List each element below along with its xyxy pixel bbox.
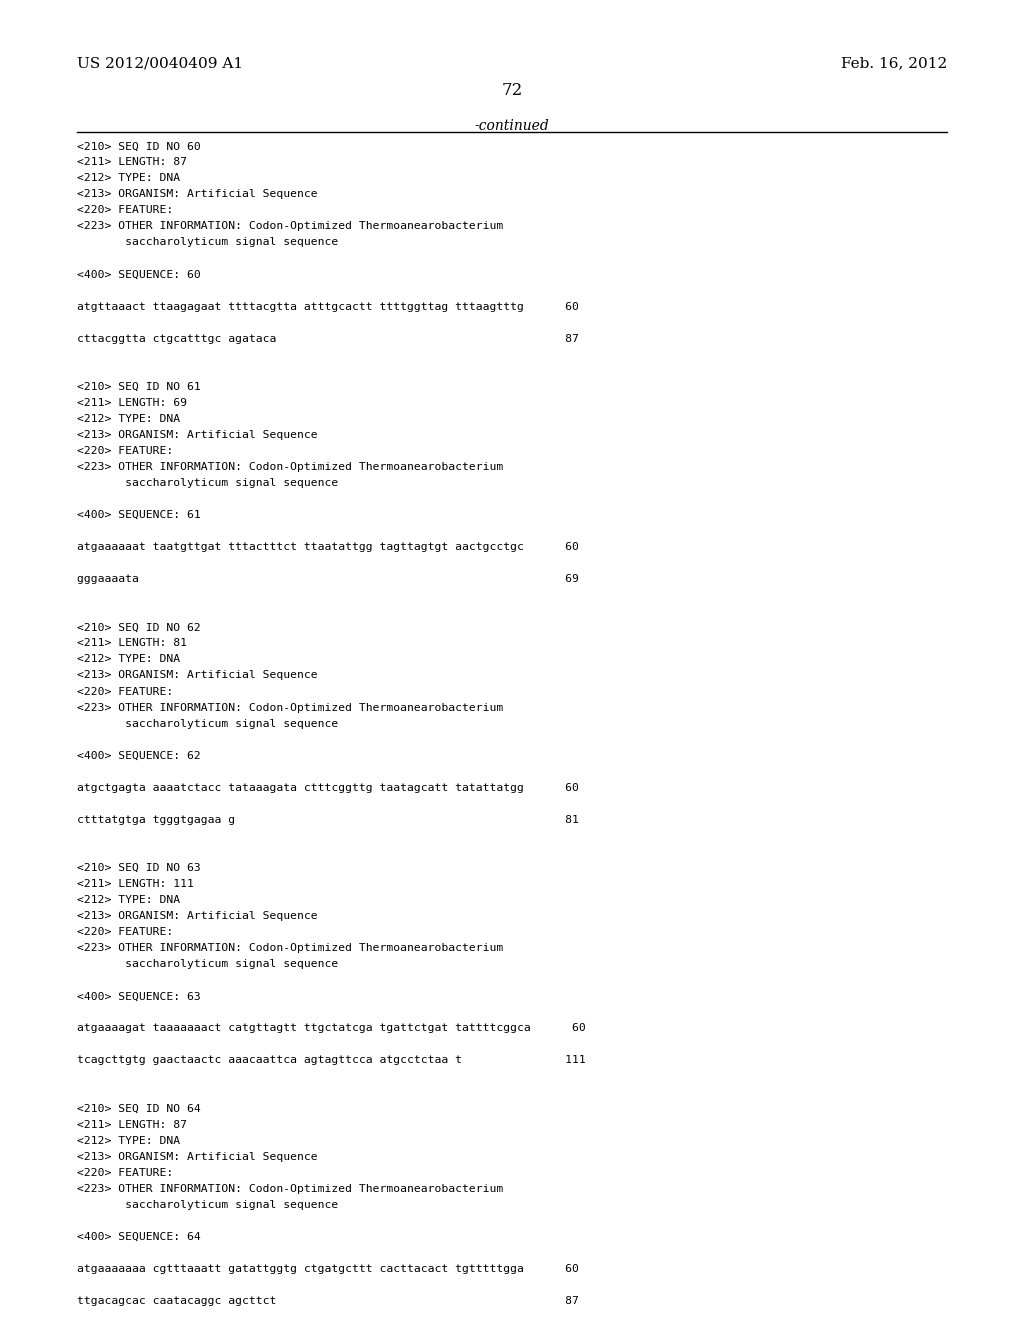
Text: saccharolyticum signal sequence: saccharolyticum signal sequence bbox=[77, 1200, 338, 1209]
Text: <400> SEQUENCE: 63: <400> SEQUENCE: 63 bbox=[77, 991, 201, 1002]
Text: <223> OTHER INFORMATION: Codon-Optimized Thermoanearobacterium: <223> OTHER INFORMATION: Codon-Optimized… bbox=[77, 222, 503, 231]
Text: -continued: -continued bbox=[475, 119, 549, 133]
Text: <213> ORGANISM: Artificial Sequence: <213> ORGANISM: Artificial Sequence bbox=[77, 671, 317, 681]
Text: <213> ORGANISM: Artificial Sequence: <213> ORGANISM: Artificial Sequence bbox=[77, 430, 317, 440]
Text: <211> LENGTH: 87: <211> LENGTH: 87 bbox=[77, 1119, 186, 1130]
Text: atgaaaaaaa cgtttaaatt gatattggtg ctgatgcttt cacttacact tgtttttgga      60: atgaaaaaaa cgtttaaatt gatattggtg ctgatgc… bbox=[77, 1263, 579, 1274]
Text: saccharolyticum signal sequence: saccharolyticum signal sequence bbox=[77, 718, 338, 729]
Text: US 2012/0040409 A1: US 2012/0040409 A1 bbox=[77, 57, 243, 71]
Text: atgttaaact ttaagagaat ttttacgtta atttgcactt ttttggttag tttaagtttg      60: atgttaaact ttaagagaat ttttacgtta atttgca… bbox=[77, 301, 579, 312]
Text: <220> FEATURE:: <220> FEATURE: bbox=[77, 1168, 173, 1177]
Text: <220> FEATURE:: <220> FEATURE: bbox=[77, 446, 173, 455]
Text: <220> FEATURE:: <220> FEATURE: bbox=[77, 686, 173, 697]
Text: <213> ORGANISM: Artificial Sequence: <213> ORGANISM: Artificial Sequence bbox=[77, 1151, 317, 1162]
Text: <400> SEQUENCE: 61: <400> SEQUENCE: 61 bbox=[77, 510, 201, 520]
Text: <211> LENGTH: 69: <211> LENGTH: 69 bbox=[77, 397, 186, 408]
Text: <212> TYPE: DNA: <212> TYPE: DNA bbox=[77, 1135, 180, 1146]
Text: <211> LENGTH: 87: <211> LENGTH: 87 bbox=[77, 157, 186, 168]
Text: cttacggtta ctgcatttgc agataca                                          87: cttacggtta ctgcatttgc agataca 87 bbox=[77, 334, 579, 343]
Text: <223> OTHER INFORMATION: Codon-Optimized Thermoanearobacterium: <223> OTHER INFORMATION: Codon-Optimized… bbox=[77, 942, 503, 953]
Text: <213> ORGANISM: Artificial Sequence: <213> ORGANISM: Artificial Sequence bbox=[77, 911, 317, 921]
Text: <223> OTHER INFORMATION: Codon-Optimized Thermoanearobacterium: <223> OTHER INFORMATION: Codon-Optimized… bbox=[77, 462, 503, 473]
Text: <212> TYPE: DNA: <212> TYPE: DNA bbox=[77, 414, 180, 424]
Text: <213> ORGANISM: Artificial Sequence: <213> ORGANISM: Artificial Sequence bbox=[77, 189, 317, 199]
Text: atgaaaagat taaaaaaact catgttagtt ttgctatcga tgattctgat tattttcggca      60: atgaaaagat taaaaaaact catgttagtt ttgctat… bbox=[77, 1023, 586, 1034]
Text: saccharolyticum signal sequence: saccharolyticum signal sequence bbox=[77, 238, 338, 247]
Text: <210> SEQ ID NO 64: <210> SEQ ID NO 64 bbox=[77, 1104, 201, 1114]
Text: gggaaaata                                                              69: gggaaaata 69 bbox=[77, 574, 579, 585]
Text: <212> TYPE: DNA: <212> TYPE: DNA bbox=[77, 173, 180, 183]
Text: atgaaaaaat taatgttgat tttactttct ttaatattgg tagttagtgt aactgcctgc      60: atgaaaaaat taatgttgat tttactttct ttaatat… bbox=[77, 543, 579, 552]
Text: <212> TYPE: DNA: <212> TYPE: DNA bbox=[77, 895, 180, 906]
Text: atgctgagta aaaatctacc tataaagata ctttcggttg taatagcatt tatattatgg      60: atgctgagta aaaatctacc tataaagata ctttcgg… bbox=[77, 783, 579, 793]
Text: 72: 72 bbox=[502, 82, 522, 99]
Text: <400> SEQUENCE: 64: <400> SEQUENCE: 64 bbox=[77, 1232, 201, 1242]
Text: <223> OTHER INFORMATION: Codon-Optimized Thermoanearobacterium: <223> OTHER INFORMATION: Codon-Optimized… bbox=[77, 702, 503, 713]
Text: <400> SEQUENCE: 62: <400> SEQUENCE: 62 bbox=[77, 751, 201, 760]
Text: saccharolyticum signal sequence: saccharolyticum signal sequence bbox=[77, 960, 338, 969]
Text: ctttatgtga tgggtgagaa g                                                81: ctttatgtga tgggtgagaa g 81 bbox=[77, 814, 579, 825]
Text: <210> SEQ ID NO 63: <210> SEQ ID NO 63 bbox=[77, 863, 201, 873]
Text: <210> SEQ ID NO 60: <210> SEQ ID NO 60 bbox=[77, 141, 201, 152]
Text: tcagcttgtg gaactaactc aaacaattca agtagttcca atgcctctaa t               111: tcagcttgtg gaactaactc aaacaattca agtagtt… bbox=[77, 1056, 586, 1065]
Text: <211> LENGTH: 81: <211> LENGTH: 81 bbox=[77, 639, 186, 648]
Text: <211> LENGTH: 111: <211> LENGTH: 111 bbox=[77, 879, 194, 888]
Text: <212> TYPE: DNA: <212> TYPE: DNA bbox=[77, 655, 180, 664]
Text: <223> OTHER INFORMATION: Codon-Optimized Thermoanearobacterium: <223> OTHER INFORMATION: Codon-Optimized… bbox=[77, 1184, 503, 1193]
Text: <220> FEATURE:: <220> FEATURE: bbox=[77, 927, 173, 937]
Text: <220> FEATURE:: <220> FEATURE: bbox=[77, 206, 173, 215]
Text: saccharolyticum signal sequence: saccharolyticum signal sequence bbox=[77, 478, 338, 488]
Text: <210> SEQ ID NO 62: <210> SEQ ID NO 62 bbox=[77, 623, 201, 632]
Text: Feb. 16, 2012: Feb. 16, 2012 bbox=[841, 57, 947, 71]
Text: <400> SEQUENCE: 60: <400> SEQUENCE: 60 bbox=[77, 269, 201, 280]
Text: <210> SEQ ID NO 61: <210> SEQ ID NO 61 bbox=[77, 381, 201, 392]
Text: ttgacagcac caatacaggc agcttct                                          87: ttgacagcac caatacaggc agcttct 87 bbox=[77, 1296, 579, 1305]
